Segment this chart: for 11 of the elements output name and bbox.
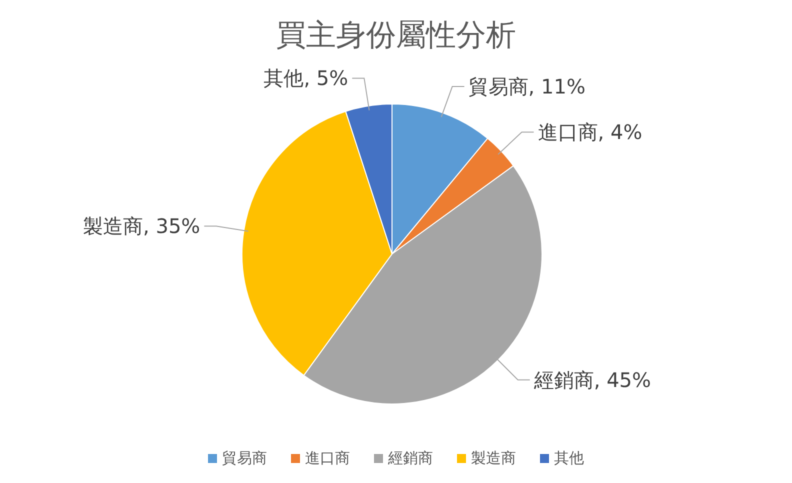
legend-label: 經銷商	[387, 449, 433, 467]
data-label: 經銷商, 45%	[532, 368, 652, 392]
legend-label: 貿易商	[222, 449, 267, 467]
data-label: 貿易商, 11%	[468, 74, 586, 99]
data-label: 其他, 5%	[264, 66, 348, 90]
legend-label: 其他	[554, 449, 584, 467]
chart-title: 買主身份屬性分析	[276, 18, 516, 53]
legend-label: 製造商	[471, 449, 516, 467]
data-label: 製造商, 35%	[83, 214, 200, 238]
legend-label: 進口商	[305, 449, 350, 467]
data-label: 進口商, 4%	[538, 120, 642, 144]
